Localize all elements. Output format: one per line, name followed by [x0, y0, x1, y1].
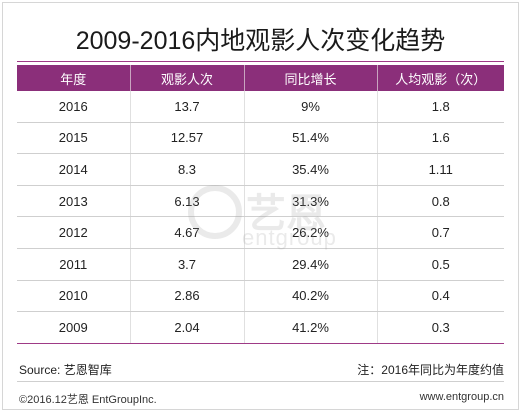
table-row: 2010 2.86 40.2% 0.4 — [17, 280, 504, 313]
yoy-growth-cell: 35.4% — [244, 153, 378, 186]
header-year: 年度 — [17, 65, 131, 91]
per-capita-cell: 0.5 — [377, 248, 504, 281]
year-cell: 2012 — [17, 216, 131, 249]
yoy-growth-cell: 29.4% — [244, 248, 378, 281]
watermark-logo-text: 艺恩 — [246, 192, 326, 236]
table-row: 2014 8.3 35.4% 1.11 — [17, 153, 504, 186]
entgroup-watermark: 艺恩 entgroup — [188, 181, 348, 251]
admissions-cell: 2.04 — [130, 311, 245, 344]
yoy-growth-cell: 41.2% — [244, 311, 378, 344]
year-cell: 2010 — [17, 280, 131, 313]
yoy-growth-cell: 51.4% — [244, 122, 378, 155]
watermark-logo-subtext: entgroup — [242, 225, 337, 250]
header-yoy-growth: 同比增长 — [244, 65, 378, 91]
per-capita-cell: 0.3 — [377, 311, 504, 344]
table-row: 2015 12.57 51.4% 1.6 — [17, 122, 504, 155]
year-cell: 2013 — [17, 185, 131, 218]
per-capita-cell: 1.6 — [377, 122, 504, 155]
per-capita-cell: 1.8 — [377, 91, 504, 123]
copyright-text: ©2016.12艺恩 EntGroupInc. — [19, 394, 157, 406]
admissions-cell: 13.7 — [130, 91, 245, 123]
footnote-text: 注：2016年同比为年度约值 — [357, 363, 504, 377]
source-text: Source: 艺恩智库 — [19, 363, 112, 377]
admissions-cell: 12.57 — [130, 122, 245, 155]
website-text: www.entgroup.cn — [419, 391, 504, 403]
title-divider — [17, 61, 504, 62]
per-capita-cell: 0.7 — [377, 216, 504, 249]
yoy-growth-cell: 26.2% — [244, 216, 378, 249]
admissions-cell: 8.3 — [130, 153, 245, 186]
yoy-growth-cell: 40.2% — [244, 280, 378, 313]
data-table: 年度 观影人次 同比增长 人均观影（次） 2016 13.7 9% 1.8 2015 12… — [17, 65, 504, 344]
header-admissions: 观影人次 — [130, 65, 245, 91]
admissions-cell: 2.86 — [130, 280, 245, 313]
table-header-row: 年度 观影人次 同比增长 人均观影（次） — [17, 65, 504, 91]
footer-divider — [17, 381, 504, 382]
year-cell: 2016 — [17, 91, 131, 123]
year-cell: 2015 — [17, 122, 131, 155]
admissions-cell: 3.7 — [130, 248, 245, 281]
year-cell: 2009 — [17, 311, 131, 344]
per-capita-cell: 0.8 — [377, 185, 504, 218]
table-row: 2016 13.7 9% 1.8 — [17, 91, 504, 123]
watermark-logo-mark — [188, 185, 242, 239]
yoy-growth-cell: 31.3% — [244, 185, 378, 218]
table-row: 2011 3.7 29.4% 0.5 — [17, 248, 504, 281]
year-cell: 2014 — [17, 153, 131, 186]
yoy-growth-cell: 9% — [244, 91, 378, 123]
year-cell: 2011 — [17, 248, 131, 281]
per-capita-cell: 1.11 — [377, 153, 504, 186]
table-row: 2009 2.04 41.2% 0.3 — [17, 311, 504, 344]
per-capita-cell: 0.4 — [377, 280, 504, 313]
chart-title: 2009-2016内地观影人次变化趋势 — [75, 27, 446, 55]
table-body: 2016 13.7 9% 1.8 2015 12.57 51.4% 1.6 2014 8.3 35.… — [17, 91, 504, 344]
table-row: 2012 4.67 26.2% 0.7 — [17, 216, 504, 249]
header-per-capita: 人均观影（次） — [377, 65, 504, 91]
